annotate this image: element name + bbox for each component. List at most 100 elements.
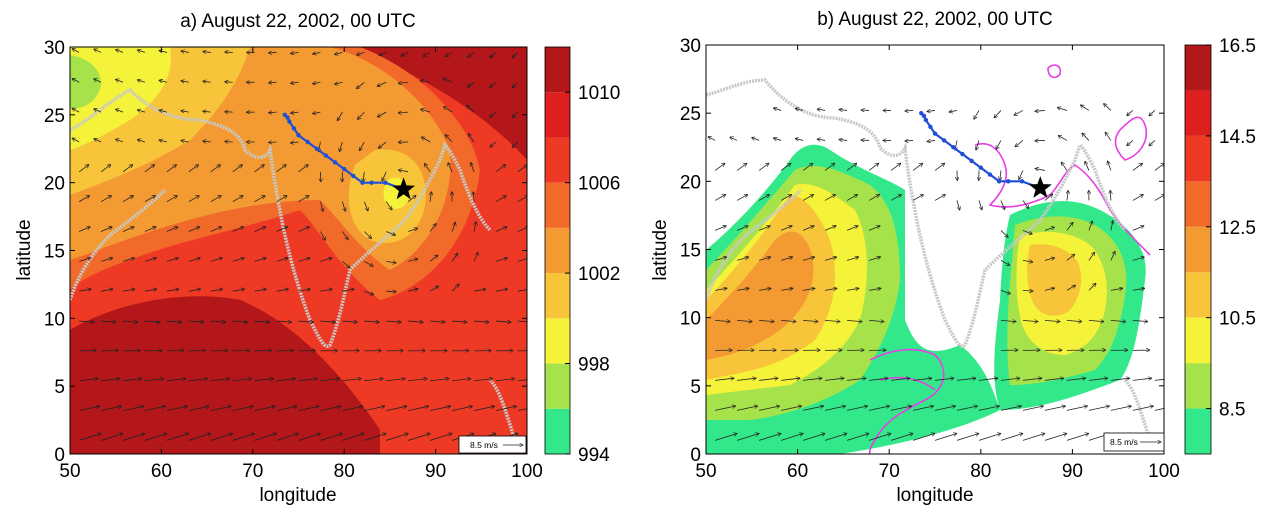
panel-b-wind-vector (1000, 378, 1020, 381)
panel-b-wind-vector (934, 406, 956, 411)
panel-a-wind-vector (181, 141, 189, 142)
panel-b-wind-vector (714, 163, 725, 171)
panel-a-wind-vector (269, 112, 277, 113)
panel-b-wind-vector (803, 320, 818, 321)
panel-a-wind-vector (364, 261, 373, 266)
panel-a-y-ticks: 0 5 10 15 20 25 30 (44, 38, 527, 466)
panel-a-wind-vector (144, 289, 157, 291)
panel-a-wind-vector (386, 321, 401, 322)
panel-b-wind-vector (759, 406, 779, 411)
panel-a-wind-vector (122, 165, 133, 173)
panel-a-wind-vector (425, 164, 431, 173)
panel-b-wind-vector (802, 163, 813, 171)
panel-b-wind-vector (869, 378, 888, 381)
panel-b-precip-contour-top (1047, 64, 1062, 79)
panel-a-wind-vector (342, 434, 364, 441)
panel-b-wind-vector (1000, 290, 1010, 293)
panel-b-wind-vector (839, 140, 848, 141)
panel-b-wind-vector (824, 163, 835, 171)
panel-b-storm-track-point (960, 151, 965, 157)
panel-b-colorbar: 8.5 10.5 12.5 14.5 16.5 (1184, 36, 1256, 455)
panel-b-wind-vectors (708, 104, 1164, 441)
panel-a-wind-vector (342, 231, 348, 240)
panel-a-wind-vector (78, 165, 89, 173)
panel-b-wind-vector (912, 378, 932, 381)
panel-a-ytick-label: 0 (54, 445, 65, 466)
panel-b-ytick-label: 15 (680, 241, 701, 262)
panel-b-wind-vector (802, 257, 815, 261)
panel-a-wind-vector (210, 165, 221, 173)
panel-a-wind-vector (166, 321, 182, 322)
panel-b-wind-vector (774, 138, 782, 140)
panel-a-wind-vector (166, 406, 187, 411)
panel-a-storm-center-star (392, 177, 415, 200)
panel-a-wind-vector (429, 286, 439, 292)
panel-a-coastline-southeast (488, 378, 517, 441)
panel-b-wind-vector (846, 163, 857, 171)
panel-b-wind-vector (1110, 251, 1115, 261)
panel-a-wind-vector (495, 165, 506, 173)
panel-a-wind-vector (159, 140, 167, 142)
panel-a-wind-vector (517, 379, 527, 382)
panel-a-wind-vector (116, 79, 124, 83)
panel-b-storm-track-point (919, 110, 924, 116)
panel-b-wind-vector (978, 406, 999, 411)
panel-b-storm-track-point (923, 117, 929, 123)
panel-b-wind-vector (927, 140, 936, 141)
panel-a-wind-vector (382, 171, 387, 181)
panel-b-xtick-label: 70 (879, 461, 900, 482)
panel-b-wind-vector (715, 257, 727, 261)
panel-b-wind-vector (1022, 230, 1032, 234)
panel-a-wind-vector (471, 162, 475, 172)
panel-b-wind-vector (934, 378, 954, 381)
panel-a-wind-vector (166, 165, 177, 173)
panel-b-xlabel: longitude (896, 485, 973, 506)
panel-b-wind-vector (825, 320, 840, 321)
panel-a-wind-vector (188, 258, 200, 262)
panel-a-wind-vector (342, 406, 362, 411)
panel-a-wind-vector (122, 434, 145, 441)
panel-b-wind-vector (803, 406, 824, 411)
panel-a-wind-vector (313, 82, 321, 84)
panel-b-bay-core (1027, 244, 1082, 316)
panel-b-wind-vector (758, 163, 769, 171)
panel-b-reference-label: 8.5 m/s (1110, 437, 1138, 447)
panel-b-colorbar-band (1185, 226, 1211, 273)
panel-b-wind-vector (868, 163, 879, 171)
panel-a-wind-vector (468, 81, 475, 87)
panel-b-colorbar-label: 14.5 (1219, 127, 1256, 148)
panel-a-wind-vector (430, 192, 431, 202)
panel-b-wind-vector (795, 109, 804, 111)
panel-b-wind-vector (1066, 406, 1087, 411)
panel-a-wind-vector (72, 138, 80, 143)
panel-a-wind-vector (254, 379, 274, 382)
panel-b-wind-vector (868, 226, 880, 231)
panel-a-wind-vector (377, 81, 387, 86)
panel-b-wind-vector (846, 406, 867, 411)
panel-b-wind-vector (1110, 320, 1126, 321)
panel-b-ytick-label: 25 (680, 104, 701, 125)
panel-b-storm-track-point (996, 179, 1002, 184)
panel-b-wind-vector (1104, 104, 1112, 111)
panel-b-wind-vector (890, 195, 901, 201)
panel-b-wind-vector (1088, 221, 1093, 231)
panel-a-wind-vector (100, 258, 113, 262)
panel-b-wind-vector (803, 378, 822, 381)
panel-a-wind-vector (203, 141, 211, 142)
panel-a-wind-vector (386, 406, 406, 411)
panel-a-reference-vector: 8.5 m/s (458, 435, 527, 454)
panel-b-storm-track-point (932, 131, 938, 136)
panel-b-wind-vector (817, 139, 826, 140)
panel-b-wind-vector (737, 257, 748, 261)
panel-b-wind-vector (752, 138, 760, 141)
panel-a-wind-vector (408, 406, 428, 411)
panel-a-wind-vector (298, 165, 309, 173)
panel-a-wind-vector (468, 52, 475, 57)
panel-a-wind-vector (188, 227, 200, 232)
panel-b-storm-track-point (978, 165, 983, 170)
panel-b-colorbar-label: 12.5 (1219, 218, 1256, 239)
panel-a-wind-vector (232, 196, 243, 203)
panel-a-wind-vector (495, 379, 515, 382)
panel-a-wind-vector (254, 321, 270, 322)
panel-a-wind-vector (408, 434, 430, 441)
